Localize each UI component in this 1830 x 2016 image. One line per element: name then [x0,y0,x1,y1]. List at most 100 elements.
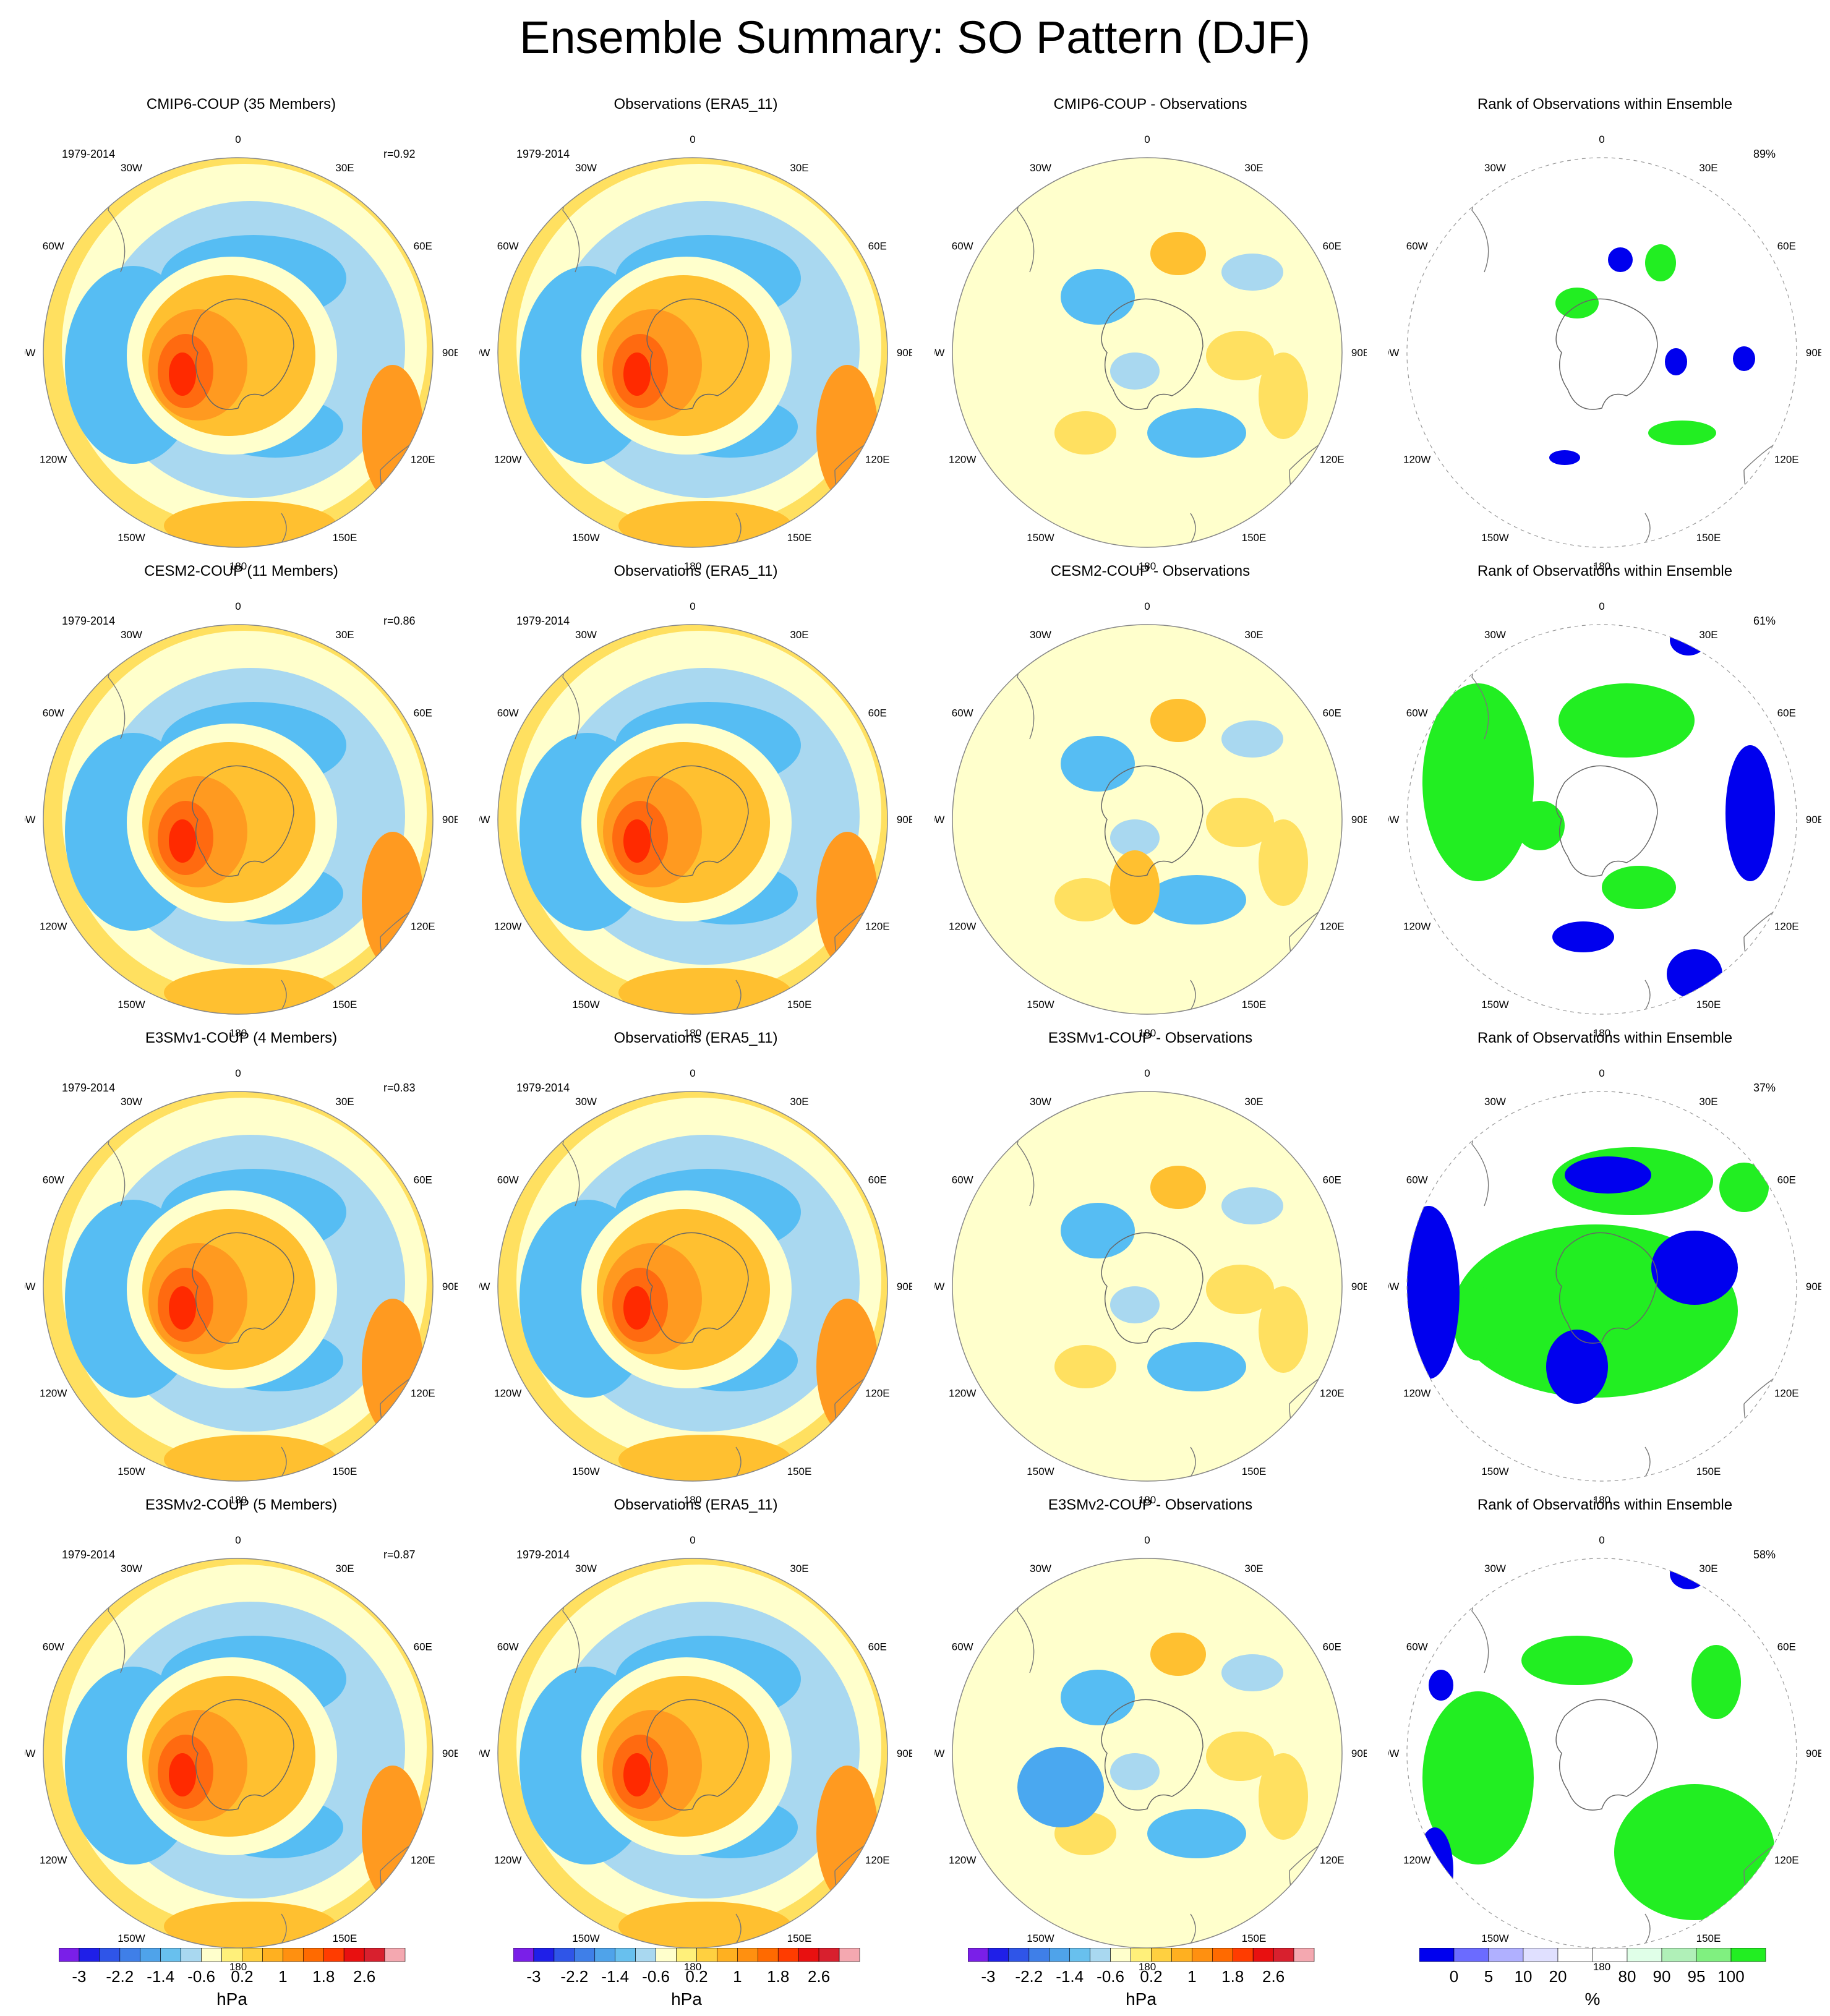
colorbar-swatch [1730,1947,1766,1962]
colorbar-tick-label: 1 [733,1967,742,1986]
antarctica-coastline [1101,1232,1204,1344]
rank-map: 0 30E 60E 90E 120E 150E 180 150W 120W 90W 60W 30W 58… [1388,1534,1821,1973]
longitude-label: 0 [1144,600,1150,612]
panel-title: Observations (ERA5_11) [614,1030,778,1046]
longitude-label: 30E [335,1563,354,1574]
antarctica-coastline [192,1699,294,1811]
correlation-label: r=0.86 [383,615,416,627]
longitude-label: 90W [934,814,944,826]
longitude-label: 0 [235,1534,241,1546]
rank-high-region [1614,1784,1775,1920]
longitude-label: 150E [787,1466,812,1477]
longitude-label: 180 [684,560,701,572]
longitude-label: 90W [25,814,35,826]
longitude-label: 30W [1484,162,1506,174]
longitude-label: 30E [790,629,808,641]
longitude-label: 120E [865,921,890,933]
colorbar-hpa-1: -3 -2.2 -1.4 -0.6 0.2 1 1.8 2.6 hPa [58,1947,406,2009]
longitude-label: 90W [1388,347,1399,359]
longitude-label: 120E [411,454,435,466]
longitude-label: 30W [1030,629,1051,641]
rank-panel: Rank of Observations within Ensemble 0 30E… [1388,1497,1821,1985]
longitude-label: 60E [868,707,887,719]
colorbar-swatch [1049,1947,1071,1962]
longitude-label: 0 [235,134,241,145]
longitude-label: 150W [118,1466,145,1477]
rank-panel: Rank of Observations within Ensemble 0 30E… [1388,96,1821,584]
longitude-label: 60E [1777,1641,1796,1653]
longitude-label: 60W [1406,707,1428,719]
colorbar-swatch [777,1947,799,1962]
panel-title: Rank of Observations within Ensemble [1477,1030,1733,1046]
colorbar-tick-label: -0.6 [1097,1967,1124,1986]
colorbar-tick-label: -0.6 [187,1967,215,1986]
field-anomaly [1110,352,1160,390]
longitude-label: 90E [897,1281,912,1292]
field-anomaly [1259,819,1308,906]
antarctica-coastline [192,765,294,877]
longitude-label: 60E [1323,1641,1341,1653]
longitude-label: 150W [118,532,145,544]
longitude-label: 120W [1403,454,1430,466]
correlation-label: r=0.92 [383,148,416,160]
model-map: 0 30E 60E 90E 120E 150E 180 150W 120W 90W 60W 30W 19… [25,134,458,572]
rank-low-region [1546,1330,1608,1404]
longitude-label: 120W [40,921,67,933]
model-map: 0 30E 60E 90E 120E 150E 180 150W 120W 90W 60W 30W 19… [25,1534,458,1973]
longitude-label: 120W [494,921,521,933]
field-background [952,1558,1342,1948]
colorbar-swatch [656,1947,677,1962]
colorbar-swatch [1453,1947,1489,1962]
longitude-label: 30E [790,1563,808,1574]
longitude-label: 30E [335,629,354,641]
field-high-north [164,1435,337,1481]
longitude-label: 150E [787,1933,812,1944]
longitude-label: 180 [684,1494,701,1506]
rank-percent-label: 58% [1753,1548,1776,1561]
longitude-label: 180 [1139,1494,1156,1506]
map-border [43,157,434,548]
longitude-label: 180 [1139,1961,1156,1973]
map-field [952,1091,1342,1481]
longitude-label: 30W [1030,1563,1051,1574]
colorbar-rank-pct: 0 5 10 20 80 90 95 100% [1419,1947,1766,2009]
colorbar-diff: -3 -2.2 -1.4 -0.6 0.2 1 1.8 2.6 hPa [967,1947,1327,2016]
longitude-label: 90E [442,1748,458,1759]
longitude-label: 60E [1323,1174,1341,1186]
longitude-label: 30E [335,1096,354,1108]
longitude-label: 120E [1320,1855,1345,1866]
colorbar-swatch [574,1947,596,1962]
colorbar-swatch [99,1947,121,1962]
longitude-label: 120E [1774,1855,1799,1866]
correlation-label: r=0.87 [383,1548,416,1561]
colorbar-swatch [737,1947,758,1962]
longitude-label: 150W [118,999,145,1010]
map-border [952,1091,1343,1482]
longitude-label: 30W [575,1563,597,1574]
longitude-label: 120W [40,454,67,466]
field-high-peak [169,819,196,863]
longitude-label: 30W [121,162,142,174]
field-anomaly [1054,411,1116,455]
longitude-label: 90W [479,814,490,826]
field-anomaly [1221,254,1283,291]
period-label: 1979-2014 [62,1082,115,1094]
longitude-label: 150E [1242,532,1267,544]
colorbar-tick-label: 80 [1618,1967,1636,1986]
antarctica-coastline [1101,765,1204,877]
colorbar-tick-label: 1.8 [767,1967,789,1986]
diff-map: 0 30E 60E 90E 120E 150E 180 150W 120W 90W 60W 30W [934,600,1367,1039]
colorbar-swatch [594,1947,616,1962]
rank-high-region [1555,288,1599,318]
longitude-label: 180 [229,1027,247,1039]
longitude-label: 60W [43,241,64,252]
map-field [498,1558,887,1948]
longitude-label: 30W [575,1096,597,1108]
panel-title: Rank of Observations within Ensemble [1477,1497,1733,1513]
longitude-label: 180 [1593,1027,1610,1039]
field-high-peak [623,352,651,396]
longitude-label: 0 [690,1067,695,1079]
model-panel: CMIP6-COUP (35 Members) 0 30E 60E 90E 120E 150… [25,96,458,584]
longitude-label: 90W [479,1748,490,1759]
longitude-label: 60E [414,1174,432,1186]
